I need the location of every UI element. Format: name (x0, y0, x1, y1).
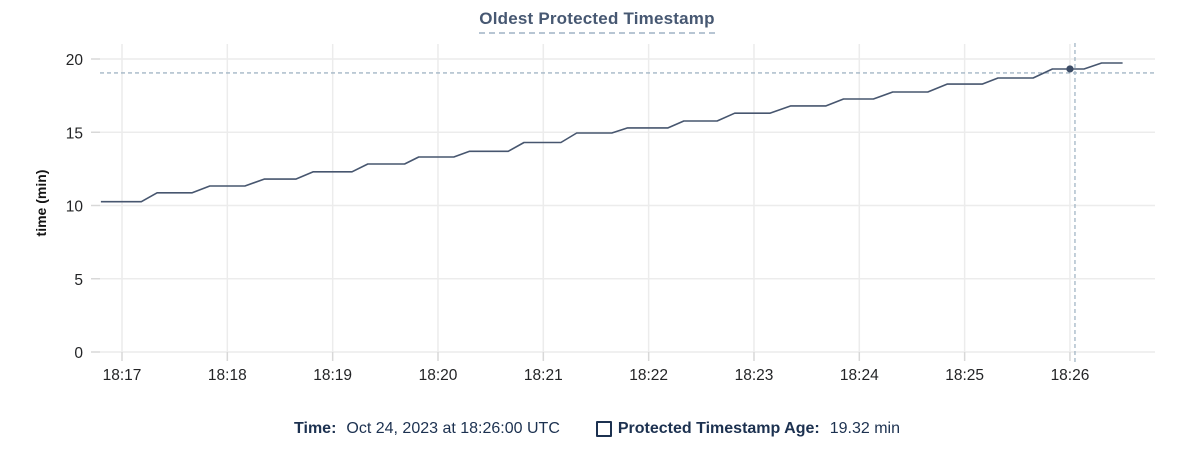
x-tick-label: 18:20 (419, 367, 458, 384)
grid-layer (91, 44, 1155, 361)
series-line (100, 62, 1123, 203)
chart-title[interactable]: Oldest Protected Timestamp (479, 9, 715, 34)
hover-point-dot (1066, 65, 1074, 73)
plot-area[interactable] (100, 44, 1155, 352)
y-tick-label: 0 (74, 345, 83, 362)
y-axis-title: time (min) (33, 170, 49, 237)
y-tick-label: 10 (66, 199, 84, 216)
chart-title-row: Oldest Protected Timestamp (0, 9, 1194, 34)
x-tick-label: 18:21 (524, 367, 563, 384)
axis-label-layer: 0 5 10 15 20 18:17 18:18 18:19 18:20 18:21 18:22 18… (66, 52, 1090, 384)
y-tick-label: 15 (66, 125, 83, 142)
y-tick-label: 5 (74, 272, 83, 289)
series-layer (100, 62, 1123, 203)
y-tick-label: 20 (66, 52, 84, 69)
x-tick-label: 18:24 (840, 367, 879, 384)
legend-time-label: Time: (294, 420, 337, 437)
legend-series-label: Protected Timestamp Age: (617, 420, 820, 437)
x-tick-label: 18:19 (313, 367, 352, 384)
legend-time-value: Oct 24, 2023 at 18:26:00 UTC (346, 420, 560, 437)
x-tick-label: 18:23 (735, 367, 774, 384)
x-tick-label: 18:17 (103, 367, 142, 384)
x-tick-label: 18:22 (629, 367, 668, 384)
x-tick-label: 18:25 (945, 367, 984, 384)
chart-legend: Time: Oct 24, 2023 at 18:26:00 UTC Prote… (0, 420, 1194, 438)
legend-series-value: 19.32 min (829, 420, 900, 437)
x-tick-label: 18:26 (1051, 367, 1090, 384)
crosshair-layer (100, 43, 1155, 362)
x-tick-label: 18:18 (208, 367, 247, 384)
series-checkbox-icon[interactable] (595, 421, 612, 437)
